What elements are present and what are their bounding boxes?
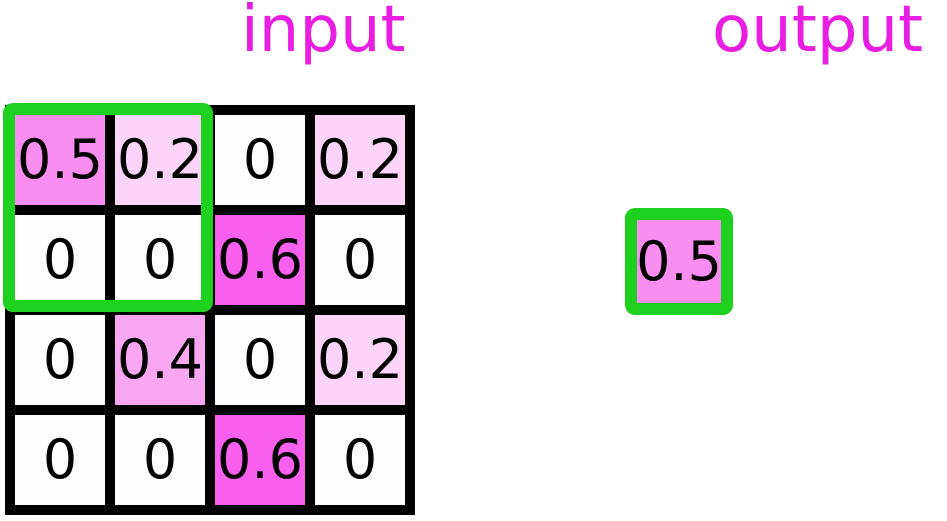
input-cell-r3c1: 0 bbox=[115, 415, 205, 505]
input-cell-r0c0: 0.5 bbox=[15, 115, 105, 205]
input-cell-r1c3: 0 bbox=[315, 215, 405, 305]
input-cell-r0c3: 0.2 bbox=[315, 115, 405, 205]
input-cell-r1c2: 0.6 bbox=[215, 215, 305, 305]
input-cell-r3c0: 0 bbox=[15, 415, 105, 505]
input-cell-r1c1: 0 bbox=[115, 215, 205, 305]
output-title: output bbox=[712, 0, 924, 67]
input-cell-r0c2: 0 bbox=[215, 115, 305, 205]
input-cell-r2c0: 0 bbox=[15, 315, 105, 405]
input-cell-r1c0: 0 bbox=[15, 215, 105, 305]
input-cell-r3c2: 0.6 bbox=[215, 415, 305, 505]
output-cell: 0.5 bbox=[625, 208, 733, 315]
input-grid: 0.5 0.2 0 0.2 0 0 0.6 0 0 0.4 0 0.2 0 0 … bbox=[5, 105, 415, 515]
input-cell-r3c3: 0 bbox=[315, 415, 405, 505]
input-title: input bbox=[241, 0, 406, 67]
input-cell-r2c2: 0 bbox=[215, 315, 305, 405]
input-cell-r0c1: 0.2 bbox=[115, 115, 205, 205]
input-cell-r2c3: 0.2 bbox=[315, 315, 405, 405]
input-cell-r2c1: 0.4 bbox=[115, 315, 205, 405]
